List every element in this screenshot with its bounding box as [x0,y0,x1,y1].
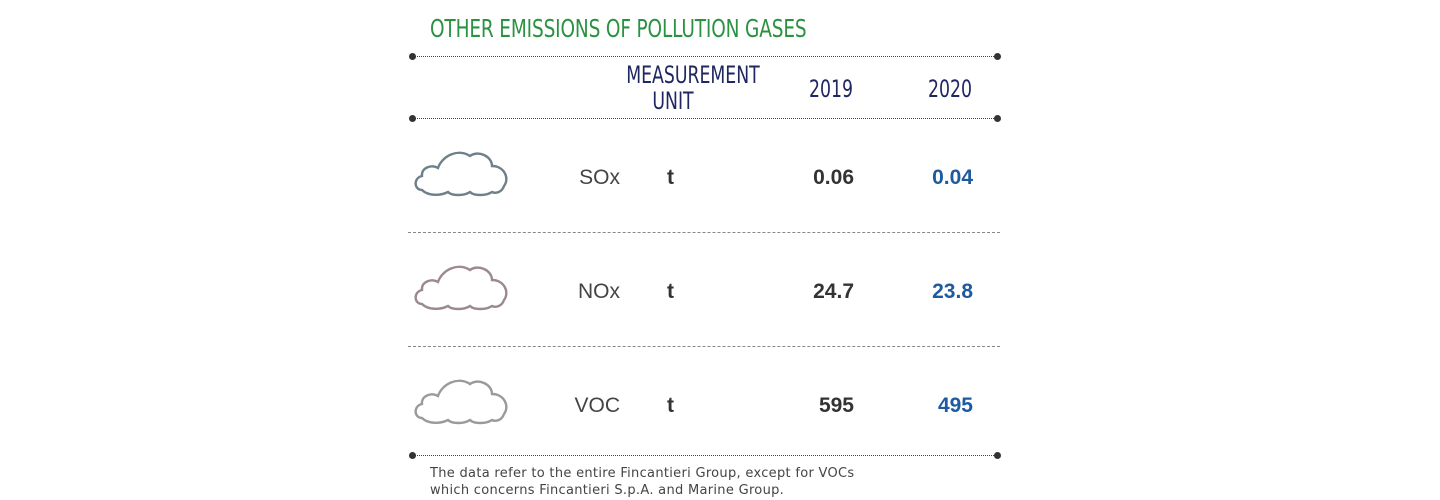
row-divider [408,346,1000,347]
footnote-line: The data refer to the entire Fincantieri… [430,466,855,481]
footnote-line: which concerns Fincantieri S.p.A. and Ma… [430,483,785,498]
gas-name-sox: SOx [579,166,620,189]
unit-value: t [667,166,674,189]
cloud-icon [414,379,508,425]
unit-value: t [667,394,674,417]
gas-name-nox: NOx [578,280,620,303]
gas-name-voc: VOC [574,394,620,417]
row-divider [408,232,1000,233]
footnote: The data refer to the entire Fincantieri… [430,465,855,499]
header-measurement-unit: MEASUREMENT UNIT [601,61,760,115]
value-2019: 595 [818,394,854,417]
value-2020: 23.8 [932,280,973,303]
cloud-icon [414,265,508,311]
table-title: OTHER EMISSIONS OF POLLUTION GASES [430,14,807,43]
header-year-2020: 2020 [928,75,972,103]
unit-value: t [667,280,674,303]
cloud-icon [414,151,508,197]
value-2020: 0.04 [932,166,973,189]
top-divider [409,53,1001,60]
bottom-divider [409,452,1001,459]
header-divider [409,115,1001,122]
value-2020: 495 [937,394,973,417]
header-unit-label: MEASUREMENT UNIT [626,61,760,115]
header-year-2019: 2019 [809,75,853,103]
value-2019: 0.06 [813,166,854,189]
value-2019: 24.7 [813,280,854,303]
